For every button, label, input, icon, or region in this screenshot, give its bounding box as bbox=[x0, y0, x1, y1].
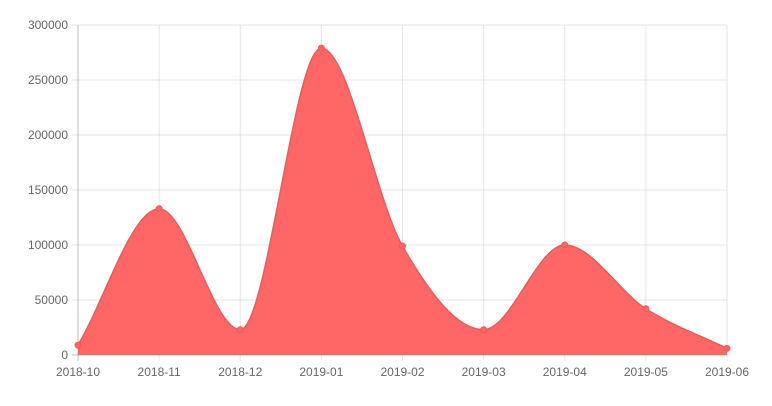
data-point[interactable] bbox=[723, 344, 731, 352]
x-tick-label: 2018-10 bbox=[56, 365, 100, 379]
x-tick-label: 2019-06 bbox=[705, 365, 749, 379]
data-point[interactable] bbox=[642, 305, 650, 313]
x-tick-label: 2018-11 bbox=[138, 365, 181, 379]
y-tick-label: 50000 bbox=[35, 293, 69, 307]
x-tick-label: 2018-12 bbox=[218, 365, 262, 379]
area-fill bbox=[78, 48, 727, 355]
y-tick-label: 150000 bbox=[28, 183, 68, 197]
series-area bbox=[77, 47, 728, 355]
x-tick-label: 2019-01 bbox=[299, 365, 343, 379]
data-points bbox=[74, 44, 731, 352]
data-point[interactable] bbox=[155, 205, 163, 213]
x-tick-label: 2019-04 bbox=[543, 365, 587, 379]
data-point[interactable] bbox=[561, 241, 569, 249]
data-point[interactable] bbox=[236, 326, 244, 334]
data-point[interactable] bbox=[480, 326, 488, 334]
x-axis: 2018-10 2018-11 2018-12 2019-01 2019-02 2019-… bbox=[56, 365, 749, 379]
x-tick-label: 2019-02 bbox=[380, 365, 424, 379]
y-tick-label: 100000 bbox=[28, 238, 68, 252]
y-tick-label: 250000 bbox=[28, 73, 68, 87]
y-tick-label: 300000 bbox=[28, 18, 68, 32]
data-point[interactable] bbox=[399, 242, 406, 250]
data-point[interactable] bbox=[74, 341, 82, 349]
y-tick-label: 0 bbox=[61, 348, 68, 362]
data-point[interactable] bbox=[317, 44, 325, 52]
x-tick-label: 2019-03 bbox=[462, 365, 506, 379]
series-line bbox=[77, 47, 728, 350]
x-tick-label: 2019-05 bbox=[624, 365, 668, 379]
y-axis: 0 50000 100000 150000 200000 250000 300000 bbox=[28, 18, 68, 362]
y-tick-label: 200000 bbox=[28, 128, 68, 142]
